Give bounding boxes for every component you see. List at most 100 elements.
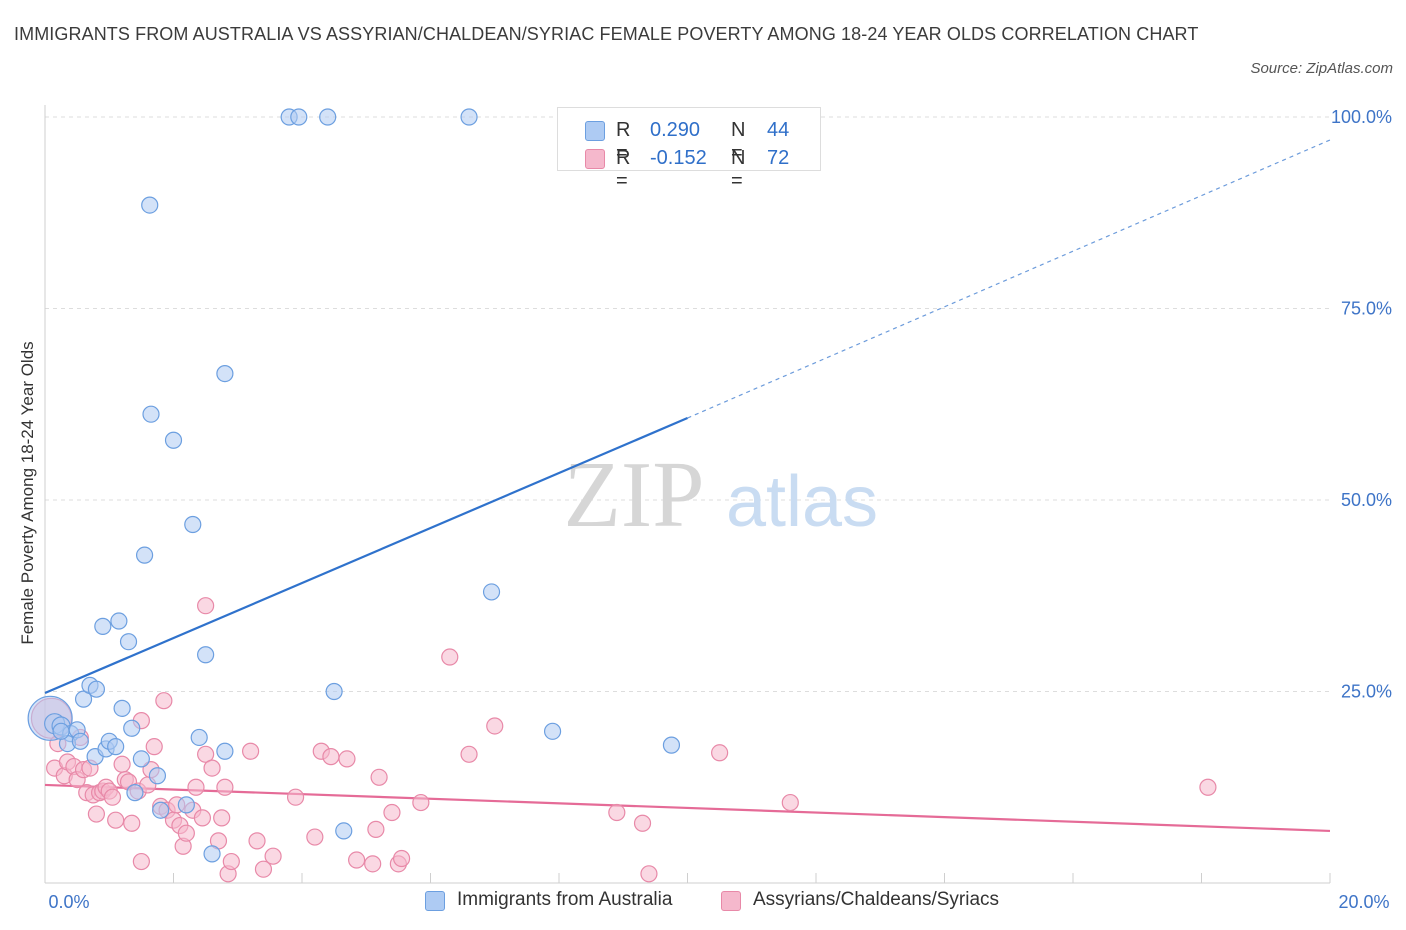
point-assyrians [1199,778,1217,796]
point-australia [319,108,337,126]
trend-line-assyrians [44,783,1331,833]
legend-swatch-assyrians [721,891,741,911]
point-assyrians [193,809,212,827]
point-australia [142,405,160,423]
point-australia [203,845,221,863]
point-australia [216,365,234,383]
point-australia [164,431,183,449]
point-assyrians [370,768,388,786]
point-australia [197,646,215,664]
stats-r-label: R = [616,147,631,192]
stats-box: R = 0.290 N = 44 R = -0.152 N = 72 [557,107,821,192]
point-assyrians [103,788,122,806]
point-assyrians [222,852,240,871]
point-australia [325,682,343,701]
point-australia [87,680,106,698]
source-label: Source: ZipAtlas.com [1250,60,1393,77]
point-assyrians [322,748,340,766]
watermark: ZIP atlas [564,443,879,547]
y-tick-label: 100.0% [1331,107,1392,127]
point-assyrians [203,759,221,777]
point-australia [482,583,501,601]
point-australia [113,699,131,717]
stats-n-value-assyrians: 72 [767,147,790,169]
point-australia [52,722,70,740]
stats-n-label: N = [731,119,746,164]
legend-label-australia: Immigrants from Australia [457,889,673,910]
y-tick-label: 75.0% [1341,299,1392,319]
point-australia [132,750,150,768]
point-assyrians [254,860,273,878]
trend-lines [44,139,1331,833]
point-australia [177,796,195,814]
point-australia [71,732,89,750]
point-assyrians [213,809,231,827]
stats-r-value-assyrians: -0.152 [650,147,707,169]
point-australia [123,719,141,737]
point-assyrians [155,692,173,710]
point-australia [141,196,159,214]
points-assyrians [30,597,1217,883]
gridlines [45,116,1330,692]
point-australia [543,722,562,740]
axes [44,105,1331,884]
x-tick-label: 0.0% [48,892,89,912]
watermark-zip: ZIP [564,443,705,547]
point-australia [126,784,144,802]
point-australia [190,728,208,747]
y-tick-label: 25.0% [1341,682,1392,702]
point-australia [135,546,154,564]
point-assyrians [216,778,234,796]
point-assyrians [348,851,366,869]
point-assyrians [306,828,324,846]
tick-labels: 25.0% 50.0% 75.0% 100.0% 0.0% 20.0% [48,107,1392,912]
stats-n-value-australia: 44 [767,119,790,141]
point-assyrians [633,814,652,832]
point-assyrians [367,820,385,838]
point-assyrians [264,847,282,865]
point-australia [119,633,138,651]
point-assyrians [486,717,504,735]
point-assyrians [460,745,478,763]
point-australia [662,736,681,754]
stats-swatch-australia [585,121,605,141]
point-assyrians [412,793,430,812]
stats-r-label: R = [616,119,631,164]
point-assyrians [338,750,356,768]
point-australia [148,767,167,785]
legend-swatch-australia [425,891,445,911]
chart-title: IMMIGRANTS FROM AUSTRALIA VS ASSYRIAN/CH… [14,24,1199,44]
point-assyrians [392,849,411,868]
point-assyrians [107,811,125,829]
point-assyrians [441,648,459,666]
point-australia [290,108,308,126]
point-assyrians [123,814,141,832]
stats-n-label: N = [731,147,746,192]
legend-label-assyrians: Assyrians/Chaldeans/Syriacs [753,889,1000,910]
point-assyrians [286,788,305,806]
point-australia [216,742,234,760]
point-australia [74,690,93,708]
point-assyrians [711,744,729,762]
point-assyrians [132,852,150,871]
point-australia [94,617,112,635]
point-assyrians [113,755,131,773]
point-australia [460,108,478,126]
point-assyrians [608,803,626,822]
point-assyrians [248,832,266,850]
point-assyrians [383,803,401,822]
point-assyrians [781,793,799,812]
points-australia [27,108,681,863]
point-australia [110,612,128,630]
watermark-atlas: atlas [726,462,878,542]
point-australia [152,801,170,819]
point-australia [107,738,125,756]
y-axis-label: Female Poverty Among 18-24 Year Olds [18,341,37,645]
point-australia [335,822,353,840]
point-assyrians [364,855,382,873]
point-assyrians [197,745,215,763]
point-assyrians [197,597,215,615]
point-australia [184,515,202,534]
point-assyrians [187,778,205,796]
point-assyrians [87,805,106,823]
